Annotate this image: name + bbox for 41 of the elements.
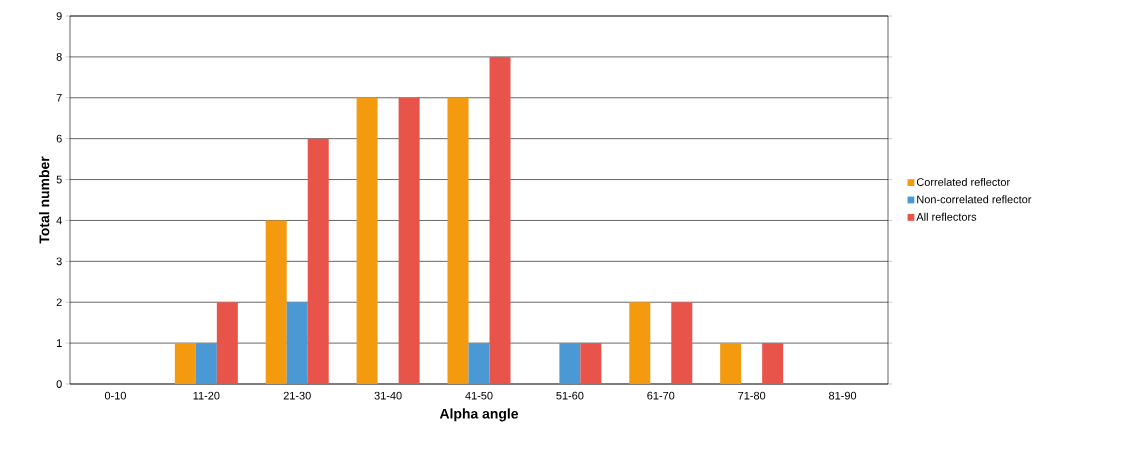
x-tick-label: 11-20 xyxy=(193,391,220,400)
bar xyxy=(195,343,217,384)
bar xyxy=(356,97,378,384)
bar xyxy=(671,302,693,384)
bar xyxy=(489,56,511,384)
y-tick-label: 5 xyxy=(56,175,62,184)
y-tick-label: 8 xyxy=(56,53,62,61)
y-axis-title: Total number xyxy=(39,156,50,244)
bar xyxy=(398,97,420,384)
x-tick-label: 21-30 xyxy=(283,391,311,400)
x-tick-label: 71-80 xyxy=(738,391,766,400)
bar xyxy=(468,343,490,384)
x-axis-title: Alpha angle xyxy=(439,408,519,422)
x-tick-label: 61-70 xyxy=(647,391,675,400)
y-tick-label: 2 xyxy=(56,298,62,307)
bar xyxy=(629,302,651,384)
legend-label: Correlated reflector xyxy=(916,177,1010,186)
bar xyxy=(447,97,469,384)
legend-label: All reflectors xyxy=(916,212,977,221)
y-tick-label: 7 xyxy=(56,94,62,102)
y-tick-label: 1 xyxy=(56,339,62,347)
y-tick-label: 9 xyxy=(56,12,62,20)
bar xyxy=(216,302,238,384)
bar xyxy=(307,138,329,384)
x-tick-label: 81-90 xyxy=(829,391,857,400)
x-tick-label: 31-40 xyxy=(374,391,402,400)
bar xyxy=(286,302,308,384)
bar xyxy=(580,343,602,384)
bar xyxy=(720,343,742,384)
y-tick-label: 3 xyxy=(56,257,62,266)
bar xyxy=(265,220,287,384)
x-tick-label: 51-60 xyxy=(556,391,584,400)
y-tick-label: 0 xyxy=(56,380,62,388)
bar xyxy=(174,343,196,384)
y-tick-label: 4 xyxy=(56,216,62,225)
x-tick-label: 0-10 xyxy=(104,391,126,400)
y-tick-label: 6 xyxy=(56,134,62,143)
legend-label: Non-correlated reflector xyxy=(917,195,1032,204)
x-tick-label: 41-50 xyxy=(465,391,493,400)
bar xyxy=(762,343,784,384)
bar xyxy=(559,343,581,384)
